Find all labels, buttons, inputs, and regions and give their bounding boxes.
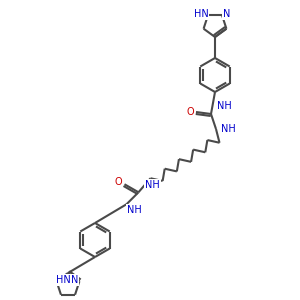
Text: O: O <box>115 177 122 187</box>
Text: HN: HN <box>194 9 208 19</box>
Text: NH: NH <box>217 101 231 111</box>
Text: O: O <box>186 107 194 117</box>
Text: NH: NH <box>127 205 142 215</box>
Text: NH: NH <box>220 124 236 134</box>
Text: N: N <box>224 9 231 19</box>
Text: NH: NH <box>145 180 160 190</box>
Text: N: N <box>71 275 78 285</box>
Text: HN: HN <box>56 275 71 285</box>
